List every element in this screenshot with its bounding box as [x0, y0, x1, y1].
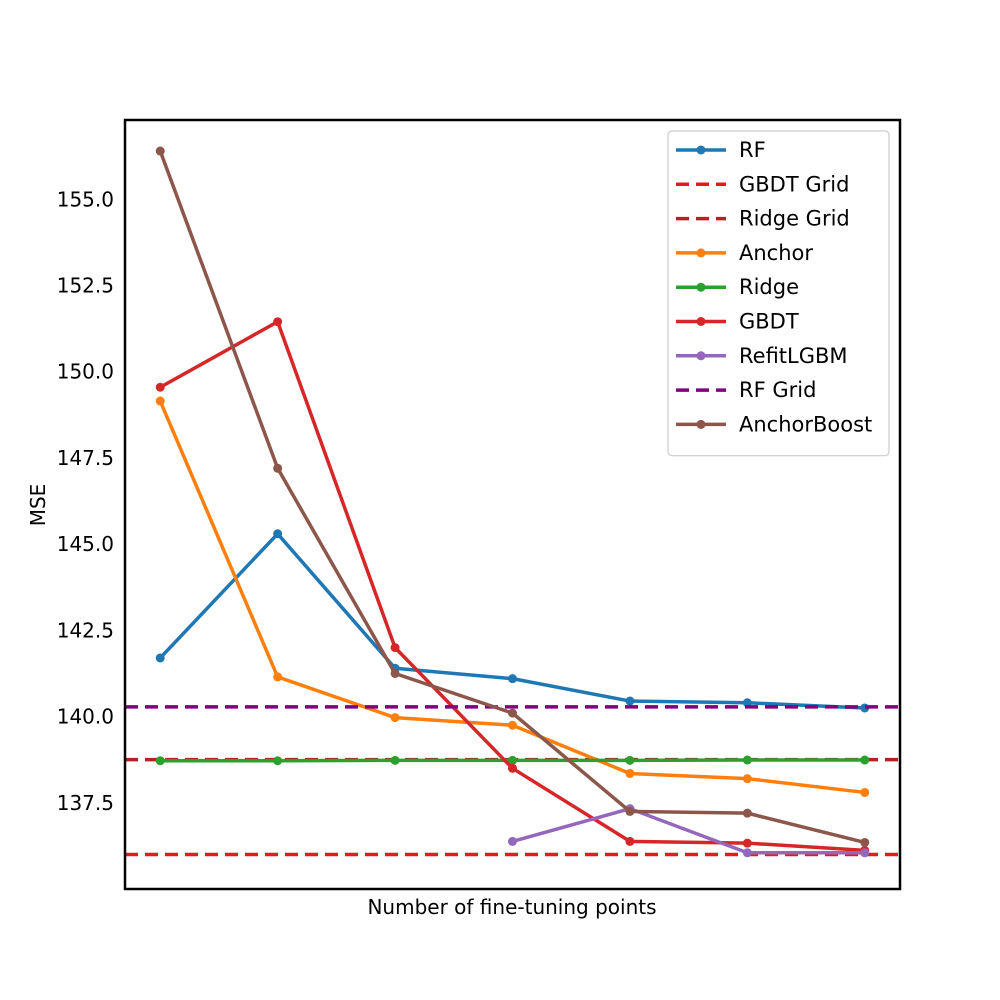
- y-tick-label: 155.0: [57, 187, 114, 211]
- plot-layer: [125, 146, 900, 858]
- legend-box: [667, 130, 890, 457]
- legend-marker: [696, 248, 706, 258]
- data-point: [508, 674, 517, 684]
- legend-label: RF: [739, 138, 766, 162]
- legend-label: Anchor: [739, 241, 813, 265]
- y-tick-label: 150.0: [57, 360, 114, 384]
- legend-marker: [696, 419, 706, 429]
- series-gbdt: [155, 317, 870, 855]
- series-rf: [155, 529, 870, 713]
- legend-item-ridge-grid: Ridge Grid: [676, 207, 850, 231]
- data-point: [742, 848, 752, 858]
- legend-label: AnchorBoost: [739, 412, 872, 436]
- data-point: [860, 787, 870, 797]
- data-point: [508, 836, 517, 846]
- data-point: [390, 643, 400, 653]
- y-tick-label: 145.0: [57, 532, 114, 556]
- data-point: [273, 463, 283, 473]
- data-point: [742, 698, 752, 708]
- data-point: [273, 756, 283, 766]
- legend-label: RF Grid: [739, 378, 816, 402]
- data-point: [155, 756, 165, 766]
- data-point: [625, 836, 635, 846]
- series-anchor: [155, 396, 870, 797]
- legend-item-gbdt-grid: GBDT Grid: [676, 172, 849, 196]
- plot-frame: [123, 118, 902, 891]
- data-point: [155, 396, 165, 406]
- y-tick-label: 140.0: [57, 705, 114, 729]
- data-point: [155, 653, 165, 663]
- legend-label: GBDT: [739, 310, 799, 334]
- data-point: [273, 317, 283, 327]
- y-axis: 137.5 140.0 142.5 145.0 147.5 150.0 152.5 155.0: [57, 187, 114, 814]
- y-tick-label: 142.5: [57, 618, 114, 642]
- data-point: [508, 755, 517, 765]
- legend-label: GBDT Grid: [739, 172, 849, 196]
- legend-label: Ridge: [739, 275, 799, 299]
- data-point: [508, 763, 517, 773]
- legend-marker: [696, 282, 706, 292]
- legend-item-anchor: Anchor: [676, 241, 813, 265]
- data-point: [155, 382, 165, 392]
- data-point: [273, 672, 283, 682]
- data-point: [390, 755, 400, 765]
- legend-item-gbdt: GBDT: [676, 310, 799, 334]
- data-point: [508, 720, 517, 730]
- series-line: [512, 806, 865, 855]
- y-tick-label: 147.5: [57, 446, 114, 470]
- data-point: [860, 837, 870, 847]
- data-point: [625, 768, 635, 778]
- data-point: [742, 774, 752, 784]
- legend-item-rf-grid: RF Grid: [676, 378, 816, 402]
- legend-marker: [696, 145, 706, 155]
- data-point: [155, 146, 165, 156]
- x-axis-label: Number of fine-tuning points: [367, 895, 656, 919]
- data-point: [860, 848, 870, 858]
- data-point: [273, 529, 283, 539]
- data-point: [390, 668, 400, 678]
- legend-marker: [696, 317, 706, 326]
- data-point: [508, 708, 517, 718]
- legend-label: RefitLGBM: [739, 344, 848, 368]
- data-point: [742, 808, 752, 818]
- data-point: [625, 696, 635, 706]
- data-point: [625, 755, 635, 765]
- legend-item-ridge: Ridge: [676, 275, 799, 299]
- legend-label: Ridge Grid: [739, 207, 850, 231]
- legend-item-refitlgbm: RefitLGBM: [676, 344, 848, 368]
- legend-marker: [696, 351, 706, 361]
- data-point: [860, 755, 870, 765]
- legend: RF GBDT Grid Ridge Grid Anchor Ridge GBDT Refi…: [667, 130, 890, 457]
- series-line: [158, 400, 865, 795]
- legend-item-rf: RF: [676, 138, 766, 162]
- data-point: [390, 713, 400, 723]
- data-point: [625, 806, 635, 816]
- series-anchorboost: [155, 146, 870, 847]
- data-point: [742, 838, 752, 848]
- series-ridge: [155, 755, 870, 766]
- y-axis-label: MSE: [26, 484, 50, 527]
- y-tick-label: 152.5: [57, 274, 114, 298]
- data-point: [742, 755, 752, 765]
- y-tick-label: 137.5: [57, 791, 114, 815]
- legend-item-anchorboost: AnchorBoost: [676, 412, 872, 436]
